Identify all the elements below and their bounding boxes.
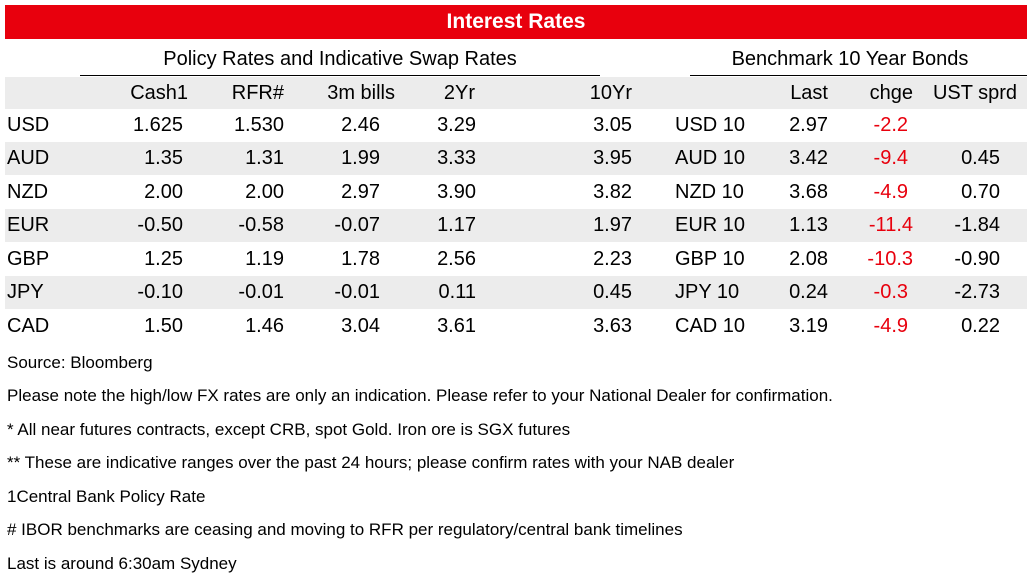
bond-change: -9.4 [873,147,908,169]
currency-label: USD [7,114,50,136]
table-row [5,142,1027,175]
10yr-swap-rate: 3.95 [593,147,632,169]
cash-rate: -0.10 [137,281,183,303]
10yr-swap-rate: 2.23 [593,248,632,270]
cash-rate: 2.00 [144,181,183,203]
10yr-swap-rate: 0.45 [593,281,632,303]
policy-rates-header: Policy Rates and Indicative Swap Rates [163,47,517,70]
bond-last: 3.19 [789,315,828,337]
table-row [5,209,1027,242]
10yr-swap-rate: 1.97 [593,214,632,236]
rfr-rate: -0.01 [238,281,284,303]
ust-spread: -1.84 [954,214,1000,236]
bond-label: CAD 10 [675,315,746,337]
bond-change: -11.4 [868,214,913,236]
policy-header-rule [80,75,600,76]
fx-disclaimer-note: Please note the high/low FX rates are on… [7,386,833,405]
ranges-note: ** These are indicative ranges over the … [7,453,735,472]
col-header-chge: chge [869,82,913,104]
cash-rate: 1.625 [132,114,183,136]
ust-spread: 0.45 [961,147,1000,169]
col-header-10yr: 10Yr [589,82,632,104]
rfr-rate: 1.530 [233,114,284,136]
bond-last: 0.24 [789,281,828,303]
10yr-swap-rate: 3.63 [593,315,632,337]
source-note: Source: Bloomberg [7,353,153,372]
ust-spread: 0.22 [961,315,1000,337]
bond-label: GBP 10 [675,248,745,270]
ust-spread: -2.73 [954,281,1000,303]
cash-rate: -0.50 [137,214,183,236]
rfr-rate: 1.46 [245,315,284,337]
3m-bills-rate: 2.46 [341,114,380,136]
bond-label: AUD 10 [675,147,746,169]
col-header-ust-sprd: UST sprd [932,82,1018,104]
rfr-rate: 2.00 [245,181,284,203]
col-header-2yr: 2Yr [443,82,475,104]
bond-label: JPY 10 [675,281,740,303]
bond-change: -10.3 [867,248,913,270]
bond-change: -4.9 [873,181,908,203]
cash-rate: 1.25 [144,248,183,270]
ibor-note: # IBOR benchmarks are ceasing and moving… [7,520,683,539]
bond-last: 3.42 [789,147,828,169]
rfr-rate: 1.19 [245,248,284,270]
col-header-rfr: RFR# [231,82,284,104]
bond-label: EUR 10 [675,214,746,236]
table-row [5,276,1027,309]
currency-label: CAD [7,315,50,337]
2yr-swap-rate: 0.11 [438,281,476,303]
currency-label: NZD [7,181,49,203]
2yr-swap-rate: 3.61 [437,315,476,337]
cash-rate: 1.50 [144,315,183,337]
rfr-rate: 1.31 [245,147,284,169]
3m-bills-rate: -0.07 [334,214,380,236]
3m-bills-rate: 1.99 [341,147,380,169]
currency-label: AUD [7,147,50,169]
bond-last: 1.13 [789,214,828,236]
3m-bills-rate: 1.78 [341,248,380,270]
col-header-last: Last [790,82,828,104]
bond-label: NZD 10 [675,181,744,203]
2yr-swap-rate: 2.56 [437,248,476,270]
10yr-swap-rate: 3.82 [593,181,632,203]
timing-note: Last is around 6:30am Sydney [7,554,237,573]
ust-spread: -0.90 [954,248,1000,270]
currency-label: GBP [7,248,50,270]
2yr-swap-rate: 3.33 [437,147,476,169]
policy-rate-note: 1Central Bank Policy Rate [7,487,206,506]
bond-change: -4.9 [873,315,908,337]
3m-bills-rate: -0.01 [334,281,380,303]
col-header-3m-bills: 3m bills [327,82,395,104]
bond-change: -2.2 [873,114,908,136]
futures-note: * All near futures contracts, except CRB… [7,420,571,439]
currency-label: EUR [7,214,50,236]
3m-bills-rate: 3.04 [341,315,380,337]
ust-spread: 0.70 [961,181,1000,203]
col-header-cash: Cash1 [130,82,188,104]
bond-last: 2.08 [789,248,828,270]
rfr-rate: -0.58 [238,214,284,236]
2yr-swap-rate: 3.29 [437,114,476,136]
2yr-swap-rate: 3.90 [437,181,476,203]
benchmark-bonds-header: Benchmark 10 Year Bonds [731,47,969,70]
table-title: Interest Rates [5,5,1027,39]
bonds-header-rule [690,75,1027,76]
cash-rate: 1.35 [144,147,183,169]
bond-last: 2.97 [789,114,828,136]
bond-last: 3.68 [789,181,828,203]
currency-label: JPY [7,281,44,303]
bond-change: -0.3 [873,281,908,303]
2yr-swap-rate: 1.17 [437,214,476,236]
bond-label: USD 10 [675,114,746,136]
column-header-row [5,77,1027,109]
ust-spread [920,109,1000,142]
3m-bills-rate: 2.97 [341,181,380,203]
10yr-swap-rate: 3.05 [593,114,632,136]
